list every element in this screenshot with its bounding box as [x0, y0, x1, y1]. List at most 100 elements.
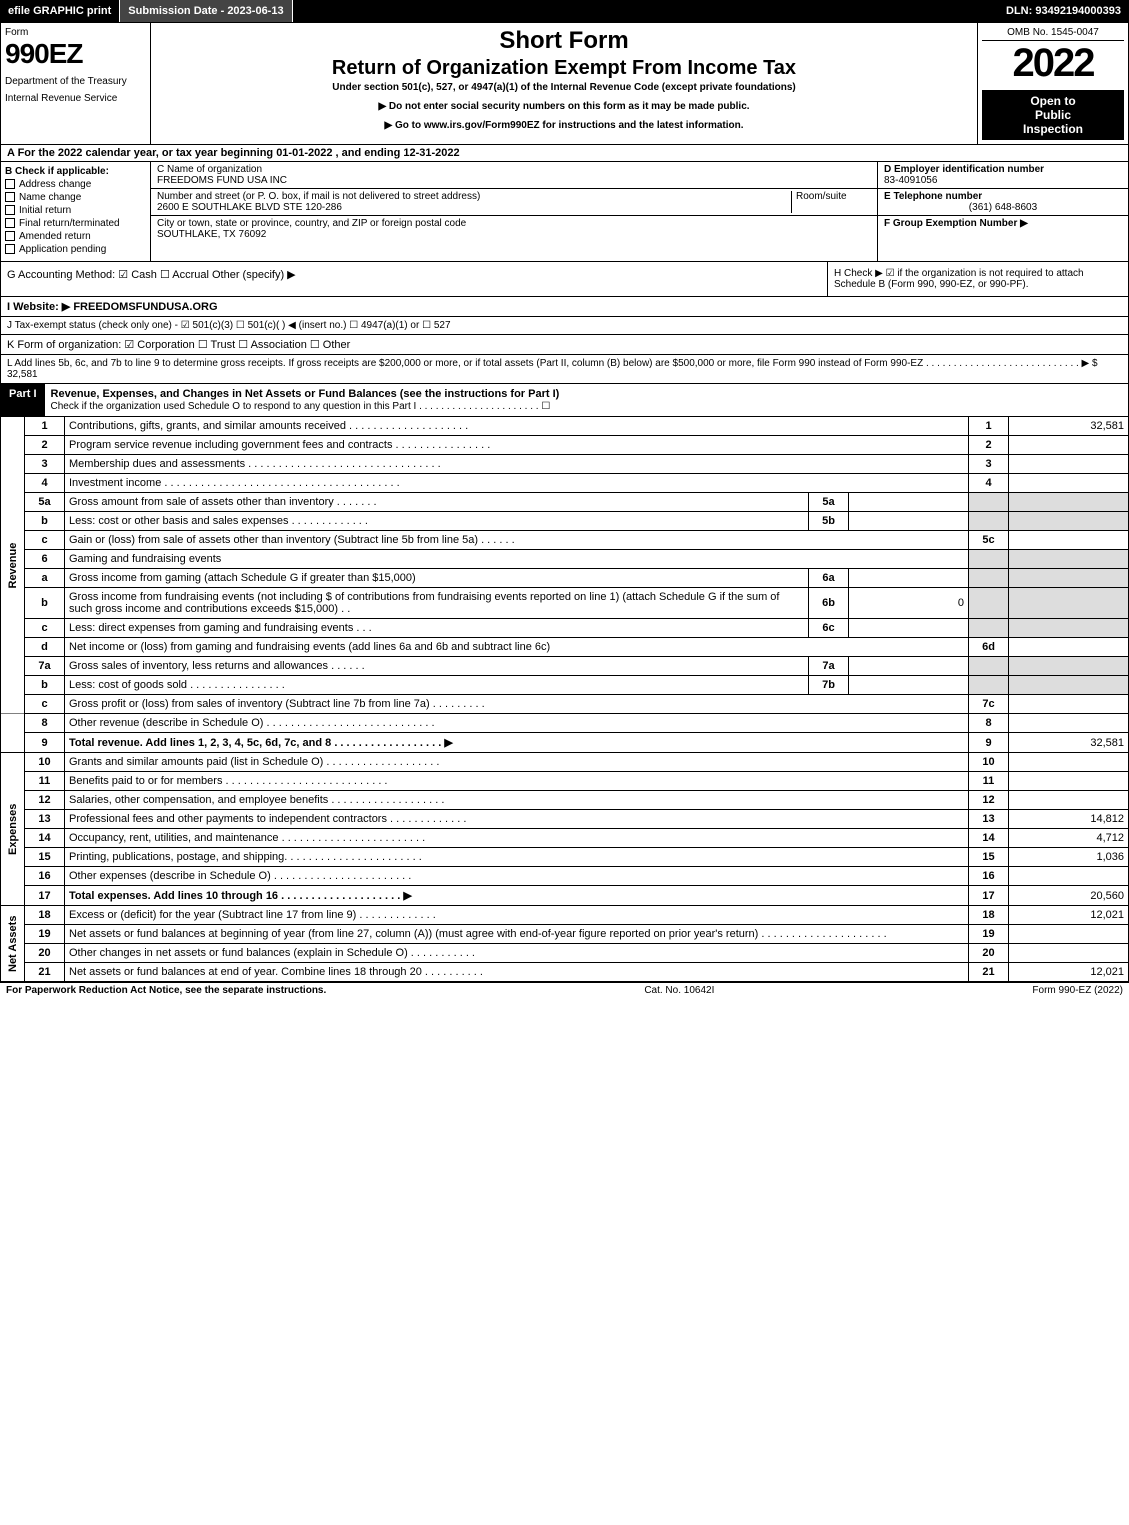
line-value [1009, 474, 1129, 493]
line-num: 17 [25, 886, 65, 906]
line-key: 20 [969, 944, 1009, 963]
line-value [1009, 925, 1129, 944]
line-desc: Total expenses. Add lines 10 through 16 … [65, 886, 969, 906]
instr-goto: ▶ Go to www.irs.gov/Form990EZ for instru… [161, 120, 967, 131]
return-title: Return of Organization Exempt From Incom… [161, 57, 967, 80]
table-row: 9 Total revenue. Add lines 1, 2, 3, 4, 5… [1, 733, 1129, 753]
line-num: 13 [25, 810, 65, 829]
line-num: 10 [25, 753, 65, 772]
box-b-title: B Check if applicable: [5, 166, 146, 177]
open-to-public: Open to Public Inspection [982, 90, 1124, 140]
box-def: D Employer identification number 83-4091… [878, 162, 1128, 261]
line-key: 10 [969, 753, 1009, 772]
line-key: 2 [969, 436, 1009, 455]
line-desc-bold: Total expenses. Add lines 10 through 16 … [69, 890, 412, 902]
chk-final-return[interactable]: Final return/terminated [5, 218, 146, 229]
line-value: 12,021 [1009, 906, 1129, 925]
chk-address-change[interactable]: Address change [5, 179, 146, 190]
line-num: 20 [25, 944, 65, 963]
header-right: OMB No. 1545-0047 2022 Open to Public In… [978, 23, 1128, 144]
line-desc: Net income or (loss) from gaming and fun… [65, 638, 969, 657]
line-value: 1,036 [1009, 848, 1129, 867]
line-desc: Professional fees and other payments to … [65, 810, 969, 829]
line-subval: 0 [849, 588, 969, 619]
line-subval [849, 493, 969, 512]
chk-name-change[interactable]: Name change [5, 192, 146, 203]
line-val-shade [1009, 676, 1129, 695]
line-num: 12 [25, 791, 65, 810]
line-key: 21 [969, 963, 1009, 982]
line-desc: Other expenses (describe in Schedule O) … [65, 867, 969, 886]
line-value [1009, 455, 1129, 474]
table-row: c Gross profit or (loss) from sales of i… [1, 695, 1129, 714]
line-num: 15 [25, 848, 65, 867]
phone-value: (361) 648-8603 [884, 202, 1122, 213]
org-name-label: C Name of organization [157, 164, 871, 175]
line-value [1009, 695, 1129, 714]
chk-label: Initial return [19, 205, 71, 216]
line-num: 21 [25, 963, 65, 982]
chk-initial-return[interactable]: Initial return [5, 205, 146, 216]
footer-left: For Paperwork Reduction Act Notice, see … [6, 985, 326, 996]
table-row: 21 Net assets or fund balances at end of… [1, 963, 1129, 982]
line-desc: Other changes in net assets or fund bala… [65, 944, 969, 963]
tax-year: 2022 [982, 41, 1124, 86]
chk-application-pending[interactable]: Application pending [5, 244, 146, 255]
efile-label: efile GRAPHIC print [0, 0, 120, 22]
line-num: 14 [25, 829, 65, 848]
box-e: E Telephone number (361) 648-8603 [878, 189, 1128, 216]
line-desc-bold: Total revenue. Add lines 1, 2, 3, 4, 5c,… [69, 737, 453, 749]
table-row: 14 Occupancy, rent, utilities, and maint… [1, 829, 1129, 848]
line-num: 2 [25, 436, 65, 455]
line-subval [849, 569, 969, 588]
line-key: 18 [969, 906, 1009, 925]
org-address: 2600 E SOUTHLAKE BLVD STE 120-286 [157, 202, 791, 213]
line-num: c [25, 695, 65, 714]
table-row: 15 Printing, publications, postage, and … [1, 848, 1129, 867]
row-h: H Check ▶ ☑ if the organization is not r… [828, 262, 1128, 296]
line-num: 5a [25, 493, 65, 512]
line-value [1009, 714, 1129, 733]
line-value [1009, 531, 1129, 550]
line-key-shade [969, 550, 1009, 569]
table-row: 3 Membership dues and assessments . . . … [1, 455, 1129, 474]
line-desc: Grants and similar amounts paid (list in… [65, 753, 969, 772]
footer-center: Cat. No. 10642I [326, 985, 1032, 996]
line-value [1009, 772, 1129, 791]
line-desc: Gross sales of inventory, less returns a… [65, 657, 809, 676]
row-i-website: I Website: ▶ FREEDOMSFUNDUSA.ORG [0, 297, 1129, 317]
table-row: 5a Gross amount from sale of assets othe… [1, 493, 1129, 512]
line-val-shade [1009, 619, 1129, 638]
chk-label: Application pending [19, 244, 106, 255]
table-row: b Less: cost or other basis and sales ex… [1, 512, 1129, 531]
line-key: 3 [969, 455, 1009, 474]
line-desc: Printing, publications, postage, and shi… [65, 848, 969, 867]
chk-label: Amended return [19, 231, 91, 242]
line-desc: Salaries, other compensation, and employ… [65, 791, 969, 810]
box-d: D Employer identification number 83-4091… [878, 162, 1128, 189]
line-desc: Occupancy, rent, utilities, and maintena… [65, 829, 969, 848]
box-f: F Group Exemption Number ▶ [878, 216, 1128, 231]
revenue-rotated-label: Revenue [1, 417, 25, 714]
table-row: 16 Other expenses (describe in Schedule … [1, 867, 1129, 886]
line-value: 4,712 [1009, 829, 1129, 848]
table-row: 8 Other revenue (describe in Schedule O)… [1, 714, 1129, 733]
row-g: G Accounting Method: ☑ Cash ☐ Accrual Ot… [1, 262, 828, 296]
line-val-shade [1009, 657, 1129, 676]
line-key: 8 [969, 714, 1009, 733]
city-label: City or town, state or province, country… [157, 218, 871, 229]
table-row: c Less: direct expenses from gaming and … [1, 619, 1129, 638]
instr-goto-text: ▶ Go to www.irs.gov/Form990EZ for instru… [384, 120, 743, 131]
line-desc: Other revenue (describe in Schedule O) .… [65, 714, 969, 733]
line-num: c [25, 531, 65, 550]
box-b: B Check if applicable: Address change Na… [1, 162, 151, 261]
line-value: 20,560 [1009, 886, 1129, 906]
line-num: 9 [25, 733, 65, 753]
line-num: c [25, 619, 65, 638]
line-value: 32,581 [1009, 733, 1129, 753]
chk-amended-return[interactable]: Amended return [5, 231, 146, 242]
line-num: 11 [25, 772, 65, 791]
line-subkey: 7a [809, 657, 849, 676]
line-key: 12 [969, 791, 1009, 810]
line-subkey: 6c [809, 619, 849, 638]
